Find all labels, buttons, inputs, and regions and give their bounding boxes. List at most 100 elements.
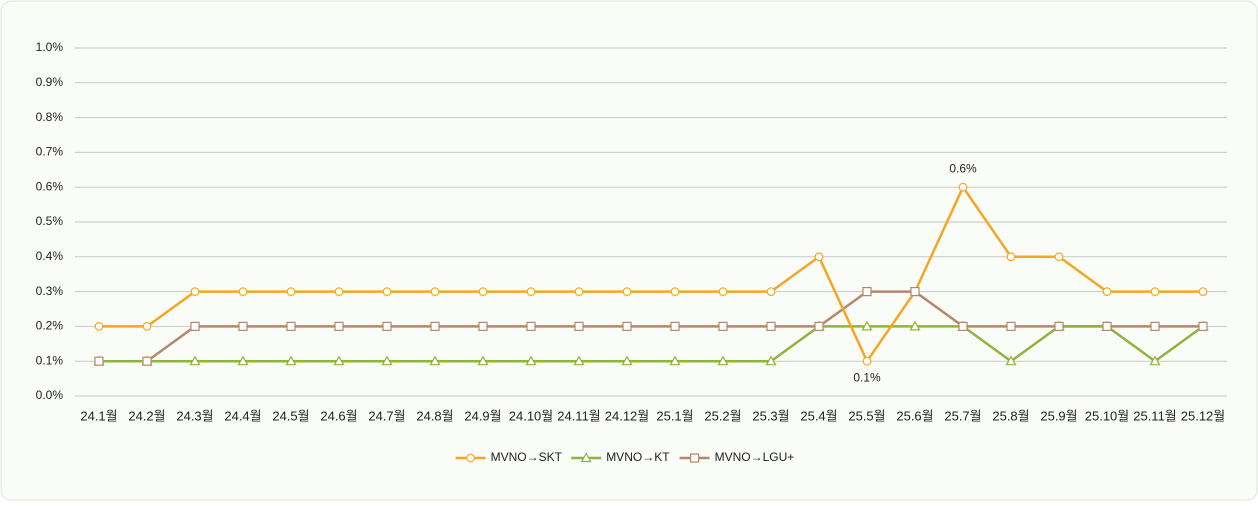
- point-marker: [621, 355, 633, 366]
- point-marker: [1054, 321, 1064, 331]
- point-marker: [766, 321, 776, 331]
- point-marker: [1006, 321, 1016, 331]
- legend-marker: [689, 453, 700, 463]
- point-marker: [574, 321, 584, 331]
- point-marker: [1150, 287, 1160, 297]
- legend-marker: [580, 452, 592, 463]
- point-marker: [1198, 287, 1208, 297]
- y-tick-label: 0.8%: [36, 110, 64, 124]
- point-marker: [1102, 287, 1112, 297]
- point-marker: [622, 321, 632, 331]
- point-marker: [526, 321, 536, 331]
- point-marker: [718, 321, 728, 331]
- x-tick-label: 24.7월: [368, 408, 405, 423]
- point-marker: [670, 321, 680, 331]
- point-marker: [429, 355, 441, 366]
- point-marker: [237, 355, 249, 366]
- x-tick-label: 25.1월: [656, 408, 693, 423]
- point-marker: [525, 355, 537, 366]
- x-tick-label: 24.11월: [557, 408, 601, 423]
- point-marker: [1150, 321, 1160, 331]
- x-tick-label: 24.4월: [224, 408, 261, 423]
- point-marker: [285, 355, 297, 366]
- x-tick-label: 24.1월: [80, 408, 117, 423]
- point-marker: [478, 321, 488, 331]
- y-tick-label: 0.6%: [36, 179, 64, 193]
- point-marker: [142, 356, 152, 366]
- point-marker: [814, 321, 824, 331]
- point-marker: [862, 356, 872, 366]
- legend-marker: [466, 453, 476, 463]
- point-marker: [861, 320, 873, 331]
- point-marker: [909, 320, 921, 331]
- point-marker: [670, 287, 680, 297]
- x-tick-label: 25.11월: [1133, 408, 1177, 423]
- point-marker: [717, 355, 729, 366]
- y-tick-label: 0.4%: [36, 249, 64, 263]
- point-marker: [478, 287, 488, 297]
- point-marker: [190, 287, 200, 297]
- data-label: 0.1%: [853, 370, 881, 384]
- point-marker: [334, 287, 344, 297]
- y-tick-label: 0.2%: [36, 319, 64, 333]
- point-marker: [766, 287, 776, 297]
- point-marker: [814, 252, 824, 262]
- x-tick-label: 25.12월: [1181, 408, 1226, 423]
- x-tick-label: 24.12월: [605, 408, 650, 423]
- x-tick-label: 25.7월: [944, 408, 981, 423]
- series-line: [99, 290, 1203, 363]
- x-tick-label: 24.9월: [464, 408, 501, 423]
- point-marker: [94, 356, 104, 366]
- x-tick-label: 24.2월: [128, 408, 165, 423]
- y-tick-label: 0.0%: [36, 388, 64, 402]
- x-tick-label: 25.3월: [752, 408, 789, 423]
- point-marker: [1149, 355, 1161, 366]
- y-tick-label: 0.1%: [36, 353, 64, 367]
- x-tick-label: 25.10월: [1085, 408, 1130, 423]
- point-marker: [430, 321, 440, 331]
- point-marker: [286, 321, 296, 331]
- point-marker: [958, 182, 968, 192]
- point-marker: [574, 287, 584, 297]
- point-marker: [382, 321, 392, 331]
- y-tick-label: 0.7%: [36, 145, 64, 159]
- point-marker: [718, 287, 728, 297]
- point-marker: [1102, 321, 1112, 331]
- point-marker: [238, 287, 248, 297]
- x-tick-label: 25.2월: [704, 408, 741, 423]
- point-marker: [333, 355, 345, 366]
- point-marker: [622, 287, 632, 297]
- legend-label: MVNO→LGU+: [715, 450, 795, 464]
- x-tick-label: 24.6월: [320, 408, 357, 423]
- point-marker: [381, 355, 393, 366]
- x-tick-label: 24.10월: [509, 408, 554, 423]
- point-marker: [238, 321, 248, 331]
- x-tick-label: 25.5월: [848, 408, 885, 423]
- y-tick-label: 0.9%: [36, 75, 64, 89]
- point-marker: [286, 287, 296, 297]
- legend-label: MVNO→SKT: [491, 450, 563, 464]
- point-marker: [142, 322, 152, 331]
- series-line: [99, 325, 1204, 363]
- y-tick-label: 0.5%: [36, 214, 64, 228]
- point-marker: [910, 287, 920, 297]
- point-marker: [1198, 321, 1208, 331]
- data-label: 0.6%: [949, 161, 977, 175]
- point-marker: [573, 355, 585, 366]
- point-marker: [1006, 252, 1016, 262]
- point-marker: [1054, 252, 1064, 262]
- point-marker: [430, 287, 440, 297]
- y-tick-label: 0.3%: [36, 284, 64, 298]
- point-marker: [765, 355, 777, 366]
- x-tick-label: 25.6월: [896, 408, 933, 423]
- x-tick-label: 24.3월: [176, 408, 213, 423]
- point-marker: [189, 355, 201, 366]
- x-tick-label: 25.9월: [1040, 408, 1077, 423]
- point-marker: [669, 355, 681, 366]
- point-marker: [862, 287, 872, 297]
- legend-label: MVNO→KT: [606, 450, 670, 464]
- point-marker: [94, 322, 104, 331]
- point-marker: [526, 287, 536, 297]
